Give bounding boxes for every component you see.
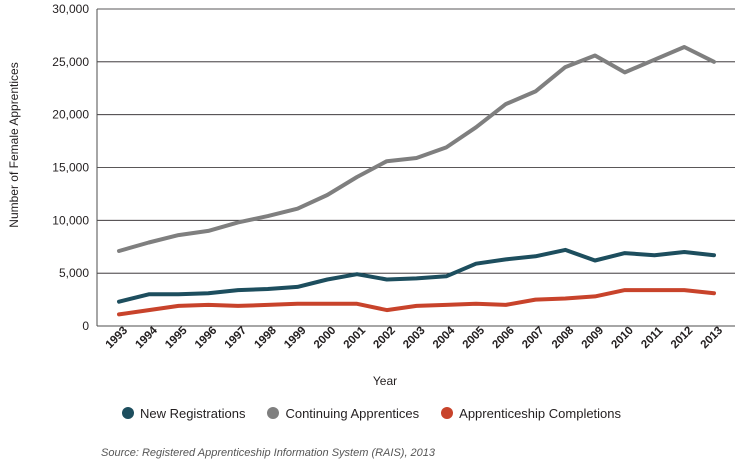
x-tick-label: 2013: [699, 325, 726, 352]
x-tick-label: 1996: [193, 325, 220, 352]
legend-label: Apprenticeship Completions: [459, 405, 622, 421]
legend-swatch-icon: [121, 407, 134, 419]
x-tick-labels: 1993 1994 1995 1996 1997 1998 1999 2000 2001 2002…: [104, 324, 726, 351]
x-tick-label: 1997: [223, 325, 250, 352]
legend: New Registrations Continuing Apprentices A…: [0, 401, 743, 425]
y-tick-label: 30,000: [52, 2, 89, 16]
x-tick-label: 2003: [401, 325, 428, 352]
x-tick-label: 1995: [163, 324, 190, 351]
series-line: [117, 45, 716, 253]
x-tick-label: 2010: [609, 325, 636, 352]
x-tick-label: 2000: [312, 325, 339, 352]
series-lines: [117, 45, 716, 317]
x-tick-label: 2006: [490, 325, 517, 352]
legend-swatch-icon: [441, 407, 454, 419]
x-tick-label: 2005: [461, 324, 488, 351]
y-tick-labels: 0 5,000 10,000 15,000 20,000 25,000 30,000: [52, 2, 89, 333]
x-tick-label: 1999: [282, 325, 309, 352]
legend-label: New Registrations: [139, 405, 246, 421]
y-tick-label: 25,000: [52, 55, 89, 69]
x-tick-label: 1993: [104, 325, 131, 352]
series-line: [117, 288, 716, 317]
source-note: Source: Registered Apprenticeship Inform…: [101, 447, 436, 459]
legend-item: Continuing Apprentices: [267, 406, 419, 421]
x-tick-label: 2011: [639, 324, 666, 351]
series-line: [117, 247, 716, 304]
x-tick-label: 2007: [520, 325, 547, 352]
x-tick-label: 1998: [252, 324, 279, 351]
legend-swatch-icon: [267, 407, 280, 419]
x-tick-label: 2009: [580, 325, 607, 352]
y-tick-label: 5,000: [59, 266, 89, 280]
y-tick-label: 20,000: [52, 108, 89, 122]
x-tick-label: 2004: [431, 324, 458, 351]
x-tick-label: 2008: [550, 324, 577, 351]
gridlines: [96, 8, 735, 327]
y-axis-title: Number of Female Apprentices: [7, 62, 21, 227]
y-tick-label: 10,000: [52, 213, 89, 227]
legend-label: Continuing Apprentices: [285, 405, 420, 421]
x-tick-label: 2001: [342, 324, 369, 351]
y-tick-label: 15,000: [52, 161, 89, 175]
y-tick-label: 0: [82, 319, 89, 333]
x-tick-label: 2002: [371, 325, 398, 352]
x-axis-title: Year: [373, 374, 397, 388]
x-tick-label: 1994: [133, 324, 160, 351]
legend-item: Apprenticeship Completions: [441, 406, 621, 421]
legend-item: New Registrations: [121, 405, 246, 421]
x-tick-label: 2012: [669, 325, 696, 352]
